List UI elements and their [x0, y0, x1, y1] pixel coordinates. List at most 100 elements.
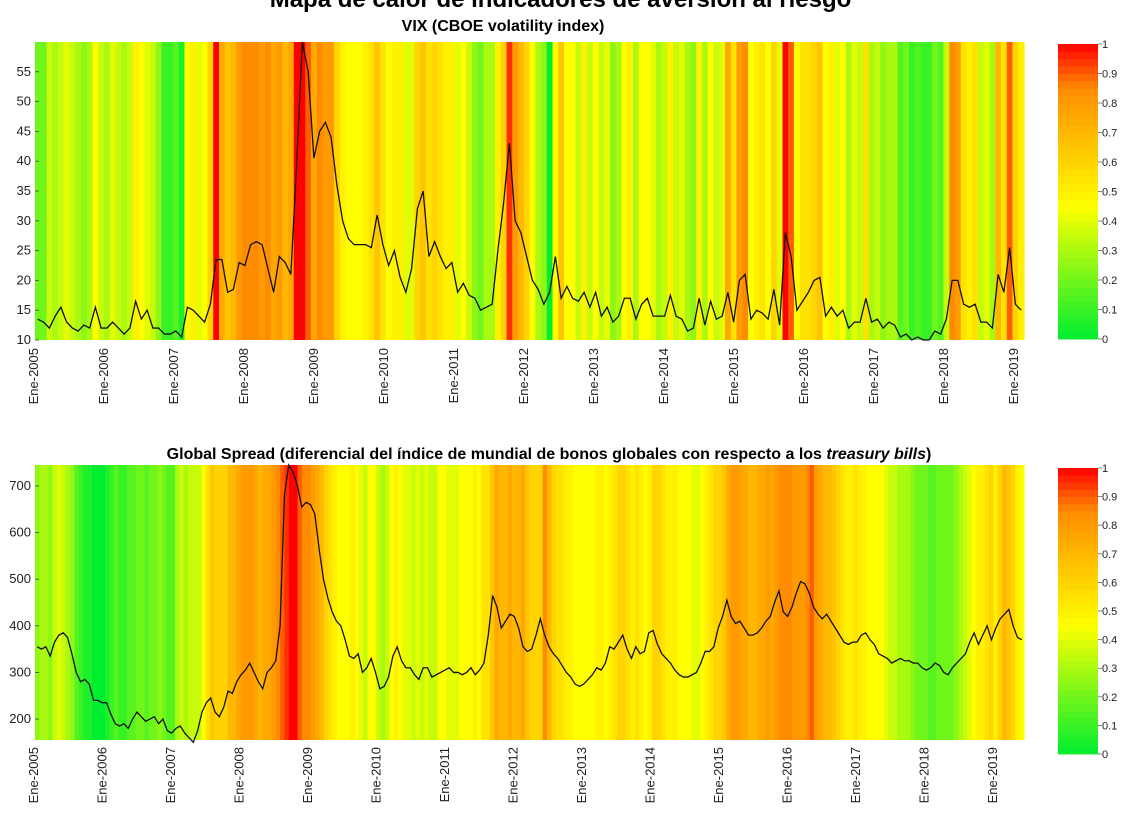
colorbar-swatch: [1058, 711, 1098, 719]
colorbar-swatch: [1058, 287, 1098, 296]
heatmap-cell: [52, 465, 58, 740]
x-tick-label: Ene-2017: [866, 348, 881, 404]
heatmap-cell: [178, 42, 186, 340]
heatmap-cell: [450, 465, 456, 740]
x-tick-label: Ene-2005: [26, 747, 41, 803]
x-tick-label: Ene-2016: [796, 348, 811, 404]
heatmap-cell: [702, 42, 709, 340]
heatmap-cell: [879, 465, 885, 740]
heatmap-cell: [661, 42, 669, 340]
colorbar-tick-label: 0.2: [1102, 275, 1117, 287]
x-tick-label: Ene-2019: [1006, 348, 1021, 404]
colorbar-swatch: [1058, 213, 1098, 222]
heatmap-cell: [783, 465, 789, 740]
heatmap-cell: [231, 465, 237, 740]
heatmap-cell: [525, 465, 531, 740]
heatmap-cell: [590, 465, 596, 740]
heatmap-cell: [157, 465, 163, 740]
colorbar-swatch: [1058, 653, 1098, 662]
heatmap-cell: [43, 465, 49, 740]
heatmap-cell: [880, 42, 887, 340]
heatmap-cell: [573, 465, 579, 740]
colorbar-swatch: [1058, 589, 1098, 598]
colorbar-swatch: [1058, 110, 1098, 119]
heatmap-cell: [183, 465, 189, 740]
heatmap-cell: [560, 465, 566, 740]
colorbar-tick-label: 0.3: [1102, 663, 1117, 675]
global-spread-panel: 200 300 400 500 600 700 Ene-2005 Ene-2006 Ene-20…: [9, 463, 1025, 803]
colorbar-swatch: [1058, 632, 1098, 640]
colorbar-swatch: [1058, 603, 1098, 612]
heatmap-cell: [140, 465, 146, 740]
heatmap-cell: [368, 42, 375, 340]
heatmap-cell: [207, 42, 214, 340]
heatmap-cell: [650, 42, 657, 340]
heatmap-cell: [374, 42, 381, 340]
heatmap-cell: [288, 465, 294, 740]
heatmap-cell: [236, 42, 243, 340]
heatmap-cell: [627, 42, 634, 340]
heatmap-cell: [127, 42, 134, 340]
heatmap-cell: [253, 42, 260, 340]
heatmap-cell: [184, 42, 191, 340]
colorbar-swatch: [1058, 553, 1098, 562]
heatmap-cell: [472, 465, 478, 740]
heatmap-cell: [403, 42, 410, 340]
colorbar-swatch: [1058, 51, 1098, 60]
heatmap-cell: [851, 42, 858, 340]
heatmap-cell: [315, 465, 321, 740]
heatmap-cell: [118, 465, 124, 740]
heatmap-cell: [840, 42, 847, 340]
heatmap-cell: [446, 465, 452, 740]
y-tick-label: 30: [17, 213, 31, 228]
heatmap-cell: [166, 465, 172, 740]
heatmap-cell: [717, 465, 723, 740]
colorbar-swatch: [1058, 675, 1098, 683]
colorbar-tick-label: 0.6: [1102, 577, 1117, 589]
heatmap-cell: [433, 465, 439, 740]
colorbar-swatch: [1058, 88, 1098, 97]
heatmap-cell: [414, 42, 421, 340]
heatmap-cell: [155, 42, 163, 340]
heatmap-cell: [223, 465, 229, 740]
heatmap-cell: [656, 465, 662, 740]
heatmap-cell: [135, 465, 141, 740]
heatmap-cell: [817, 42, 824, 340]
colorbar-swatch: [1058, 525, 1098, 533]
colorbar-swatch: [1058, 496, 1098, 505]
heatmap-cell: [552, 42, 559, 340]
heatmap-cell: [148, 465, 154, 740]
heatmap-cell: [380, 465, 386, 740]
heatmap-cell: [1006, 42, 1014, 340]
heatmap-cell: [426, 42, 433, 340]
heatmap-cell: [351, 42, 358, 340]
colorbar-swatch: [1058, 324, 1098, 333]
colorbar-swatch: [1058, 80, 1098, 89]
heatmap-cell: [301, 465, 307, 740]
heatmap-cell: [621, 42, 628, 340]
heatmap-cell: [270, 42, 278, 340]
heatmap-cell: [695, 465, 701, 740]
colorbar-swatch: [1058, 58, 1098, 67]
chart-1-title: VIX (CBOE volatility index): [402, 18, 605, 35]
heatmap-cell: [449, 42, 456, 340]
heatmap-cell: [494, 465, 500, 740]
heatmap-cell: [770, 465, 776, 740]
x-tick-label: Ene-2010: [376, 348, 391, 404]
heatmap-cell: [656, 42, 663, 340]
heatmap-cell: [949, 465, 955, 740]
heatmap-cell: [483, 42, 490, 340]
colorbar-swatch: [1058, 718, 1098, 726]
heatmap-cell: [306, 465, 312, 740]
heatmap-cell: [776, 42, 784, 340]
heatmap-cell: [684, 42, 692, 340]
x-tick-label: Ene-2011: [437, 747, 452, 802]
heatmap-cell: [617, 465, 622, 740]
heatmap-cell: [652, 465, 658, 740]
heatmap-cell: [489, 42, 496, 340]
heatmap-cell: [336, 465, 342, 740]
colorbar-swatch: [1058, 66, 1098, 74]
heatmap-cell: [564, 42, 571, 340]
heatmap-cell: [857, 42, 864, 340]
heatmap-cell: [288, 42, 295, 340]
